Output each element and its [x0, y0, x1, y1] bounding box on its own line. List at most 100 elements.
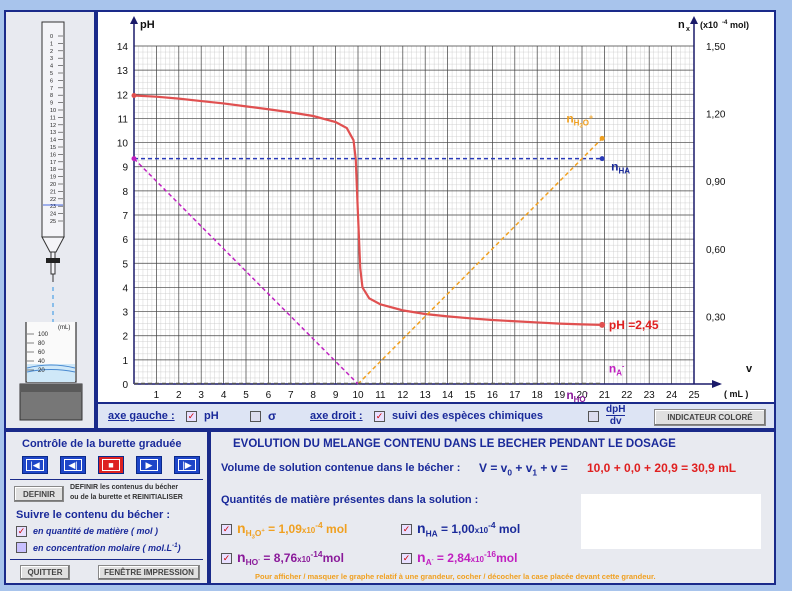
- ph-value-label: pH =2,45: [609, 318, 659, 332]
- y2-axis-sub: x: [686, 26, 690, 33]
- x-tick-label: 22: [621, 390, 633, 401]
- beaker-unit: (mL): [58, 325, 70, 331]
- burette-tick-label: 14: [50, 138, 56, 144]
- nha-value: nHA = 1,00x10-4 mol: [417, 520, 521, 539]
- last-step-button[interactable]: |▶: [174, 456, 200, 474]
- beaker-tick-label: 100: [38, 332, 49, 338]
- x-tick-label: 24: [666, 390, 678, 401]
- burette-tick-label: 22: [50, 197, 56, 203]
- nh3o-checkbox[interactable]: ✓: [221, 524, 232, 535]
- species-option-label: suivi des espèces chimiques: [392, 410, 544, 422]
- burette-tick-label: 8: [50, 93, 53, 99]
- y-tick-label: 4: [122, 283, 128, 294]
- burette-tick-label: 21: [50, 189, 56, 195]
- sigma-checkbox[interactable]: [250, 411, 261, 422]
- x-axis-title: v: [746, 363, 753, 375]
- play-icon: ▶: [140, 459, 158, 471]
- define-button[interactable]: DEFINIR: [14, 486, 64, 502]
- quantity-option-label: en quantité de matière ( mol ): [33, 526, 159, 536]
- y-tick-label: 8: [122, 187, 128, 198]
- quantity-checkbox[interactable]: ✓: [16, 526, 27, 537]
- nha-checkbox[interactable]: ✓: [401, 524, 412, 535]
- x-tick-label: 7: [288, 390, 294, 401]
- skip-forward-icon: |▶: [178, 459, 196, 471]
- footer-hint: Pour afficher / masquer le graphe relati…: [255, 572, 656, 581]
- concentration-option-label: en concentration molaire ( mol.L-1): [33, 542, 181, 553]
- nho-value: nHO- = 8,76x10-14mol: [237, 549, 344, 568]
- volume-formula: V = v0 + v1 + v =: [479, 461, 568, 478]
- left-axis-label: axe gauche :: [108, 410, 175, 422]
- ph-endpoint: [599, 321, 606, 328]
- x-tick-label: 6: [266, 390, 272, 401]
- na-checkbox[interactable]: ✓: [401, 553, 412, 564]
- info-title: EVOLUTION DU MELANGE CONTENU DANS LE BEC…: [233, 438, 676, 450]
- x-tick-label: 16: [487, 390, 499, 401]
- stopcock-icon[interactable]: [46, 258, 60, 263]
- y-tick-label: 1: [122, 356, 128, 367]
- define-description: DEFINIR les contenus du bécher ou de la …: [70, 484, 183, 501]
- stop-icon: ■: [102, 459, 120, 471]
- beaker-tick-label: 20: [38, 368, 45, 374]
- burette-tick-label: 17: [50, 160, 56, 166]
- burette-tick-label: 11: [50, 115, 56, 121]
- x-tick-label: 8: [310, 390, 316, 401]
- burette-tick-label: 3: [50, 56, 53, 62]
- beaker-tick-label: 40: [38, 359, 45, 365]
- axis-options-bar: axe gauche : ✓ pH σ axe droit : ✓ suivi …: [96, 402, 776, 430]
- x-tick-label: 10: [352, 390, 364, 401]
- x-tick-label: 5: [243, 390, 249, 401]
- indicator-button[interactable]: INDICATEUR COLORÉ: [654, 409, 766, 426]
- burette-tick-label: 23: [50, 204, 56, 210]
- nho-checkbox[interactable]: ✓: [221, 553, 232, 564]
- print-window-button[interactable]: FENÊTRE IMPRESSION: [98, 565, 200, 580]
- y-tick-label: 11: [118, 114, 129, 125]
- nh3o-curve-label: nH3O+: [566, 112, 593, 130]
- y-tick-label: 13: [117, 66, 129, 77]
- concentration-checkbox[interactable]: [16, 542, 27, 553]
- right-axis-label: axe droit :: [310, 410, 363, 422]
- ph-checkbox[interactable]: ✓: [186, 411, 197, 422]
- y-tick-label: 6: [122, 235, 128, 246]
- y2-unit-end: mol): [730, 20, 749, 30]
- plot-panel: pH n x (x10 -4 mol) v( mL ) 1 2 3 4 5 6 7 8 9 10 11 12 13 14…: [96, 10, 776, 430]
- step-back-button[interactable]: ◀|: [60, 456, 86, 474]
- nh3o-value: nH3O+ = 1,09x10-4 mol: [237, 520, 348, 542]
- y2-tick-label: 1,20: [706, 110, 726, 121]
- stop-button[interactable]: ■: [98, 456, 124, 474]
- quit-button[interactable]: QUITTER: [20, 565, 70, 580]
- control-panel: Contrôle de la burette graduée |◀ ◀| ■ ▶…: [4, 430, 209, 585]
- x-tick-label: 15: [464, 390, 476, 401]
- x-axis-arrow: [712, 380, 722, 388]
- x-tick-label: 19: [554, 390, 566, 401]
- x-tick-label: 20: [576, 390, 588, 401]
- first-step-button[interactable]: |◀: [22, 456, 48, 474]
- beaker-tick-label: 60: [38, 350, 45, 356]
- burette-tick-label: 18: [50, 167, 56, 173]
- series-nh3o-line: [357, 137, 603, 385]
- x-origin-label: 0: [122, 380, 128, 391]
- burette-tick-label: 20: [50, 182, 56, 188]
- y-tick-label: 10: [117, 139, 129, 150]
- volume-values: 10,0 + 0,0 + 20,9 = 30,9 mL: [587, 461, 737, 475]
- x-tick-label: 4: [221, 390, 227, 401]
- plot-grid: [133, 45, 695, 385]
- burette-tick-label: 2: [50, 49, 53, 55]
- series-endpoint: [599, 156, 605, 162]
- y2-tick-label: 0,60: [706, 245, 726, 256]
- apparatus-panel: 0 1 2 3 4 5 6 7 8 9 10 11 12 13 14 15 16 17 18 19 20 21 22 23 24…: [4, 10, 96, 430]
- x-tick-label: 12: [397, 390, 409, 401]
- x-tick-label: 9: [333, 390, 339, 401]
- beaker-tick-label: 80: [38, 341, 45, 347]
- x-tick-label: 21: [599, 390, 611, 401]
- series-endpoint: [599, 135, 605, 141]
- play-button[interactable]: ▶: [136, 456, 162, 474]
- dph-checkbox[interactable]: [588, 411, 599, 422]
- x-tick-label: 1: [154, 390, 160, 401]
- na-startpoint: [131, 156, 137, 162]
- species-checkbox[interactable]: ✓: [374, 411, 385, 422]
- ph-option-label: pH: [204, 410, 219, 422]
- blank-display: [581, 494, 761, 549]
- burette-tick-label: 6: [50, 78, 53, 84]
- y-tick-label: 14: [117, 42, 129, 53]
- burette-tick-label: 25: [50, 219, 56, 225]
